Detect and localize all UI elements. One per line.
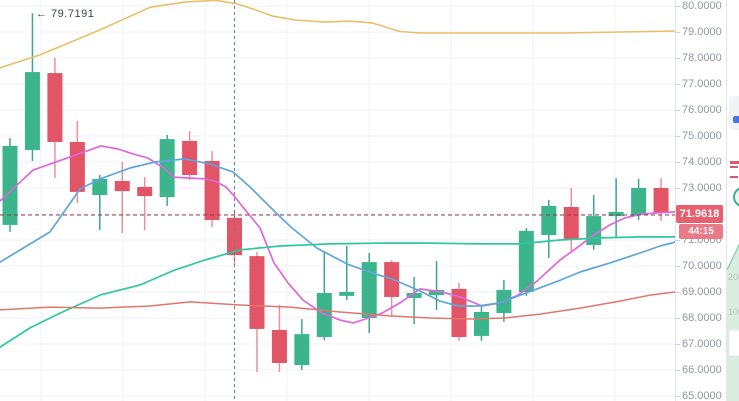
candle: [339, 245, 355, 301]
candle: [608, 178, 624, 237]
candle: [406, 276, 422, 324]
candle: [451, 282, 467, 341]
candle: [204, 151, 220, 227]
candle: [473, 306, 489, 341]
candle: [518, 228, 534, 296]
candle: [69, 120, 85, 204]
ma-mid-line: [0, 158, 675, 307]
panel-red-text-fragment: [730, 166, 738, 168]
candle: [271, 305, 287, 373]
ma-baseline-line: [0, 291, 675, 320]
candle: [653, 178, 669, 222]
candle: [24, 13, 40, 161]
candle: [294, 319, 310, 370]
candle: [182, 131, 198, 180]
candle: [316, 251, 332, 341]
candle: [249, 251, 265, 373]
panel-coin-icon: [733, 187, 739, 207]
candle: [429, 261, 445, 310]
candle: [2, 138, 18, 232]
candle: [361, 253, 377, 334]
depth-label-100: 100: [728, 307, 739, 317]
depth-chart-fragment: 200 100: [727, 243, 739, 401]
panel-red-text-fragment: [730, 161, 739, 164]
last-price-badge: 71.9618: [676, 205, 723, 223]
candle: [137, 177, 153, 231]
high-price-annotation: ← 79.7191: [36, 8, 95, 20]
panel-tab[interactable]: [729, 96, 739, 130]
candle: [114, 162, 130, 233]
candle: [586, 195, 602, 250]
right-side-panel: 200 100: [726, 0, 739, 401]
candle: [563, 188, 579, 252]
candle: [541, 199, 557, 258]
bar-countdown-badge: 44:15: [679, 224, 723, 239]
candle: [47, 58, 63, 179]
candle: [92, 175, 108, 231]
panel-red-dash: [730, 176, 738, 178]
upper-band-line: [0, 0, 675, 69]
plot-area: [0, 0, 675, 401]
panel-blue-icon: [733, 116, 739, 123]
ma-slow-line: [0, 236, 675, 348]
candle: [631, 178, 647, 220]
depth-label-200: 200: [728, 272, 739, 282]
